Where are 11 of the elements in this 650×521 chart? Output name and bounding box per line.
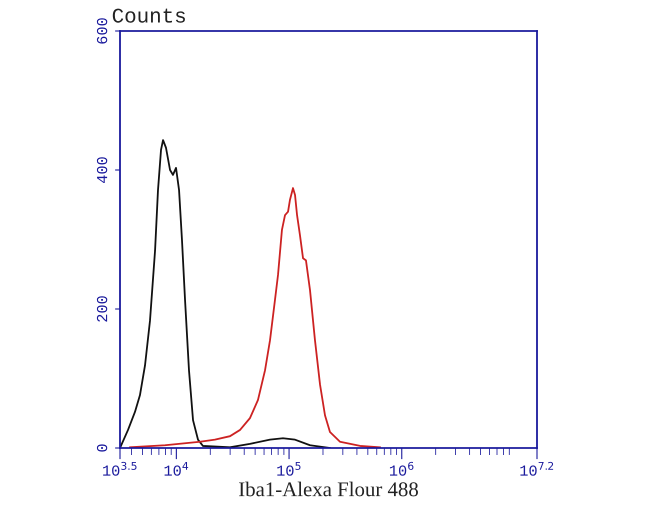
x-tick-label: 10$^{6}$ [390,462,414,476]
x-axis-title: Iba1-Alexa Flour 488 [238,482,418,496]
y-tick-label: 0 [96,444,108,452]
y-tick-label: 200 [96,296,108,322]
y-tick-label: 400 [96,157,108,183]
y-axis-title: Counts [112,8,185,23]
x-tick-label: 10$^{4}$ [164,462,188,476]
y-tick-label: 600 [96,18,108,44]
x-tick-label: 10$^{3.5}$ [103,462,137,476]
x-tick-label: 10$^{5}$ [277,462,300,476]
x-tick-label: 10$^{7.2}$ [520,462,554,476]
